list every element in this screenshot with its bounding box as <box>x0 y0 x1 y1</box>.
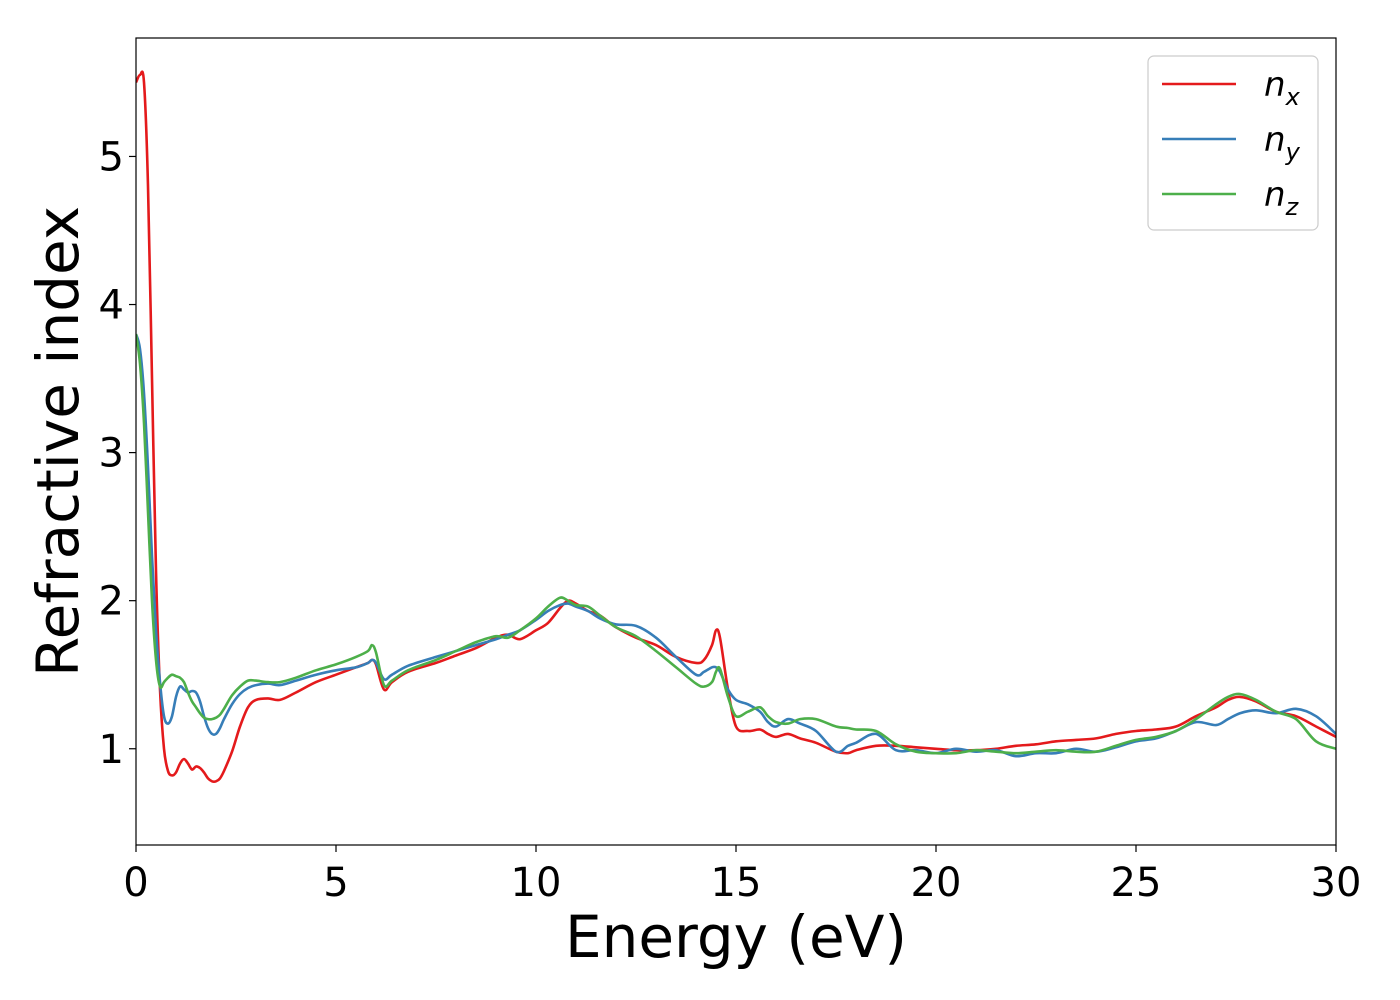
plot-area <box>135 37 1337 846</box>
y-tick-label: 5 <box>99 134 124 180</box>
y-tick-label: 3 <box>99 431 124 477</box>
legend-label-base: n <box>1264 120 1286 160</box>
x-tick-label: 20 <box>911 860 962 906</box>
legend-box <box>1147 55 1319 231</box>
series-layer <box>136 70 1336 783</box>
y-tick-label: 2 <box>99 579 124 625</box>
x-tick-label: 25 <box>1111 860 1162 906</box>
x-tick-label: 10 <box>511 860 562 906</box>
series-line-y <box>136 333 1336 758</box>
x-tick-label: 15 <box>711 860 762 906</box>
legend-label-base: n <box>1264 65 1286 105</box>
legend-label-z: nz <box>1264 175 1300 221</box>
legend-label-subscript: x <box>1285 83 1301 111</box>
y-axis-title: Refractive index <box>24 206 92 677</box>
plot-background <box>136 38 1336 845</box>
legend-label-subscript: z <box>1285 193 1300 221</box>
x-axis-title: Energy (eV) <box>565 903 907 971</box>
y-axis: 1 2 3 4 5 <box>99 134 136 773</box>
y-tick-label: 4 <box>99 283 124 329</box>
x-axis: 0 5 10 15 20 25 30 <box>123 845 1361 906</box>
series-line-z <box>136 333 1336 755</box>
legend-label-subscript: y <box>1285 138 1301 166</box>
legend-label-base: n <box>1264 175 1286 215</box>
y-tick-label: 1 <box>99 727 124 773</box>
x-tick-label: 0 <box>123 860 148 906</box>
legend-label-y: ny <box>1264 120 1301 166</box>
series-line-x <box>136 70 1336 783</box>
x-tick-label: 30 <box>1311 860 1362 906</box>
x-tick-label: 5 <box>323 860 348 906</box>
legend-label-x: nx <box>1264 65 1301 111</box>
